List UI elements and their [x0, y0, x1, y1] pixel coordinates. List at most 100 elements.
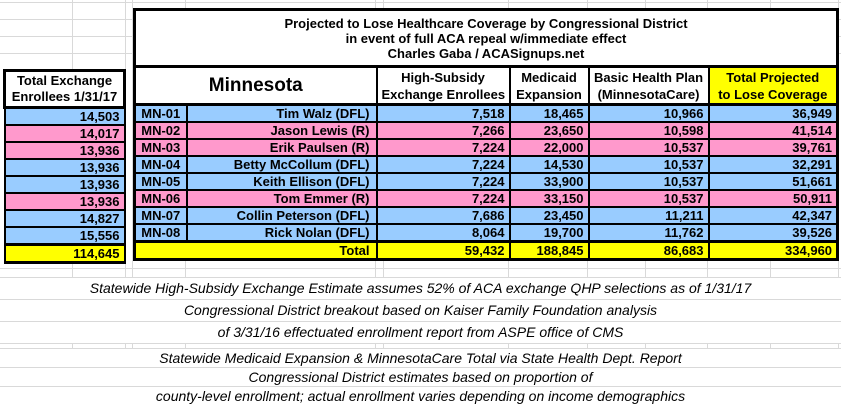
- representative-cell[interactable]: Jason Lewis (R): [185, 121, 378, 140]
- main-table: Projected to Lose Healthcare Coverage by…: [132, 8, 840, 261]
- grand-total-row: Total 59,432 188,845 86,683 334,960: [133, 240, 839, 261]
- representative-cell[interactable]: Tom Emmer (R): [185, 189, 378, 208]
- exchange-enrollees-cell[interactable]: 14,017: [3, 124, 126, 143]
- table-row: MN-08 Rick Nolan (DFL) 8,064 19,700 11,7…: [133, 223, 839, 243]
- footnote-medicaid-note: Statewide Medicaid Expansion & Minnesota…: [0, 348, 841, 405]
- exchange-enrollees-cell[interactable]: 14,827: [3, 209, 126, 228]
- exchange-enrollees-cell[interactable]: 13,936: [3, 175, 126, 194]
- basic-health-cell[interactable]: 10,537: [587, 138, 710, 157]
- medicaid-cell[interactable]: 22,000: [508, 138, 590, 157]
- row-total-cell[interactable]: 42,347: [707, 206, 839, 225]
- left-panel-row: 14,827: [3, 209, 126, 228]
- high-subsidy-cell[interactable]: 8,064: [375, 223, 511, 243]
- grand-total-cell[interactable]: 334,960: [707, 240, 839, 261]
- high-subsidy-cell[interactable]: 7,224: [375, 189, 511, 208]
- table-title-cell[interactable]: Projected to Lose Healthcare Coverage by…: [132, 8, 840, 68]
- exchange-enrollees-cell[interactable]: 13,936: [3, 158, 126, 177]
- representative-cell[interactable]: Tim Walz (DFL): [185, 103, 378, 123]
- state-header-cell[interactable]: Minnesota: [133, 65, 378, 106]
- header-total-projected-cell[interactable]: Total Projected to Lose Coverage: [707, 65, 839, 106]
- representative-cell[interactable]: Rick Nolan (DFL): [185, 223, 378, 243]
- exchange-enrollees-cell[interactable]: 15,556: [3, 226, 126, 246]
- medicaid-cell[interactable]: 33,900: [508, 172, 590, 191]
- title-line: Projected to Lose Healthcare Coverage by…: [284, 15, 688, 31]
- basic-health-cell[interactable]: 11,211: [587, 206, 710, 225]
- row-total-cell[interactable]: 39,526: [707, 223, 839, 243]
- basic-health-cell[interactable]: 11,762: [587, 223, 710, 243]
- header-line: Exchange Enrollees: [381, 86, 506, 102]
- total-medicaid-cell[interactable]: 188,845: [508, 240, 590, 261]
- district-cell[interactable]: MN-06: [133, 189, 188, 208]
- total-high-subsidy-cell[interactable]: 59,432: [375, 240, 511, 261]
- exchange-enrollees-total-cell[interactable]: 114,645: [3, 243, 126, 264]
- table-row: MN-07 Collin Peterson (DFL) 7,686 23,450…: [133, 206, 839, 225]
- total-basic-health-cell[interactable]: 86,683: [587, 240, 710, 261]
- table-row: MN-04 Betty McCollum (DFL) 7,224 14,530 …: [133, 155, 839, 174]
- row-total-cell[interactable]: 39,761: [707, 138, 839, 157]
- footnote-line: Statewide High-Subsidy Exchange Estimate…: [0, 278, 841, 300]
- representative-cell[interactable]: Betty McCollum (DFL): [185, 155, 378, 174]
- representative-cell[interactable]: Collin Peterson (DFL): [185, 206, 378, 225]
- row-total-cell[interactable]: 36,949: [707, 103, 839, 123]
- header-line: High-Subsidy: [401, 69, 485, 85]
- header-line: Medicaid: [521, 69, 577, 85]
- representative-cell[interactable]: Keith Ellison (DFL): [185, 172, 378, 191]
- column-header-row: Minnesota High-Subsidy Exchange Enrollee…: [133, 65, 839, 106]
- title-line: in event of full ACA repeal w/immediate …: [345, 30, 627, 46]
- high-subsidy-cell[interactable]: 7,224: [375, 155, 511, 174]
- left-panel-row: 15,556: [3, 226, 126, 246]
- table-row: MN-05 Keith Ellison (DFL) 7,224 33,900 1…: [133, 172, 839, 191]
- basic-health-cell[interactable]: 10,598: [587, 121, 710, 140]
- medicaid-cell[interactable]: 23,650: [508, 121, 590, 140]
- header-basic-health-cell[interactable]: Basic Health Plan (MinnesotaCare): [587, 65, 710, 106]
- header-line: (MinnesotaCare): [597, 86, 700, 102]
- left-header-line: Total Exchange: [16, 73, 113, 88]
- row-total-cell[interactable]: 32,291: [707, 155, 839, 174]
- exchange-enrollees-cell[interactable]: 14,503: [3, 106, 126, 126]
- title-line: Charles Gaba / ACASignups.net: [387, 45, 585, 61]
- left-panel-header-cell[interactable]: Total Exchange Enrollees 1/31/17: [3, 69, 126, 109]
- medicaid-cell[interactable]: 23,450: [508, 206, 590, 225]
- footnote-line: Congressional District breakout based on…: [0, 300, 841, 322]
- row-total-cell[interactable]: 50,911: [707, 189, 839, 208]
- row-total-cell[interactable]: 51,661: [707, 172, 839, 191]
- representative-cell[interactable]: Erik Paulsen (R): [185, 138, 378, 157]
- footnote-exchange-note: Statewide High-Subsidy Exchange Estimate…: [0, 277, 841, 344]
- district-cell[interactable]: MN-03: [133, 138, 188, 157]
- district-cell[interactable]: MN-01: [133, 103, 188, 123]
- district-cell[interactable]: MN-07: [133, 206, 188, 225]
- left-panel-row: 13,936: [3, 192, 126, 211]
- header-high-subsidy-cell[interactable]: High-Subsidy Exchange Enrollees: [375, 65, 511, 106]
- high-subsidy-cell[interactable]: 7,686: [375, 206, 511, 225]
- medicaid-cell[interactable]: 14,530: [508, 155, 590, 174]
- total-label-cell[interactable]: Total: [133, 240, 378, 261]
- exchange-enrollees-cell[interactable]: 13,936: [3, 141, 126, 160]
- district-cell[interactable]: MN-04: [133, 155, 188, 174]
- high-subsidy-cell[interactable]: 7,518: [375, 103, 511, 123]
- district-cell[interactable]: MN-02: [133, 121, 188, 140]
- medicaid-cell[interactable]: 19,700: [508, 223, 590, 243]
- footnote-line: Congressional District estimates based o…: [0, 368, 841, 387]
- left-panel-total-row: 114,645: [3, 243, 126, 264]
- header-medicaid-cell[interactable]: Medicaid Expansion: [508, 65, 590, 106]
- district-cell[interactable]: MN-05: [133, 172, 188, 191]
- medicaid-cell[interactable]: 33,150: [508, 189, 590, 208]
- row-total-cell[interactable]: 41,514: [707, 121, 839, 140]
- left-panel-row: 14,017: [3, 124, 126, 143]
- medicaid-cell[interactable]: 18,465: [508, 103, 590, 123]
- left-panel-row: 13,936: [3, 141, 126, 160]
- high-subsidy-cell[interactable]: 7,224: [375, 172, 511, 191]
- high-subsidy-cell[interactable]: 7,224: [375, 138, 511, 157]
- basic-health-cell[interactable]: 10,537: [587, 155, 710, 174]
- district-cell[interactable]: MN-08: [133, 223, 188, 243]
- basic-health-cell[interactable]: 10,537: [587, 172, 710, 191]
- table-row: MN-03 Erik Paulsen (R) 7,224 22,000 10,5…: [133, 138, 839, 157]
- basic-health-cell[interactable]: 10,537: [587, 189, 710, 208]
- exchange-enrollees-cell[interactable]: 13,936: [3, 192, 126, 211]
- header-line: to Lose Coverage: [718, 86, 828, 102]
- high-subsidy-cell[interactable]: 7,266: [375, 121, 511, 140]
- basic-health-cell[interactable]: 10,966: [587, 103, 710, 123]
- gridline: [0, 268, 841, 269]
- gridline: [132, 0, 133, 405]
